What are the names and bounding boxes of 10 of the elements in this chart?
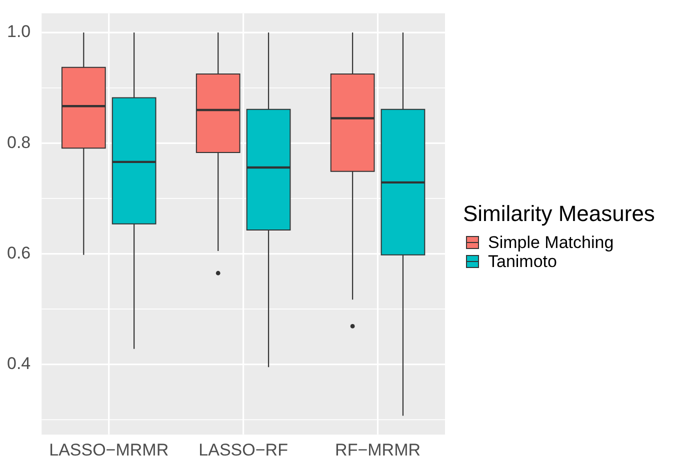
legend-title: Similarity Measures: [463, 200, 655, 226]
y-tick-label: 0.6: [6, 243, 31, 262]
legend-label: Simple Matching: [488, 232, 614, 252]
y-tick-label: 0.8: [6, 132, 31, 152]
y-tick-label: 0.4: [6, 354, 31, 374]
y-tick-label: 1.0: [6, 22, 31, 42]
x-tick-label: LASSO−RF: [198, 440, 288, 460]
legend-label: Tanimoto: [488, 252, 557, 270]
x-tick-label: RF−MRMR: [335, 440, 421, 460]
x-tick-label: LASSO−MRMR: [49, 440, 169, 460]
